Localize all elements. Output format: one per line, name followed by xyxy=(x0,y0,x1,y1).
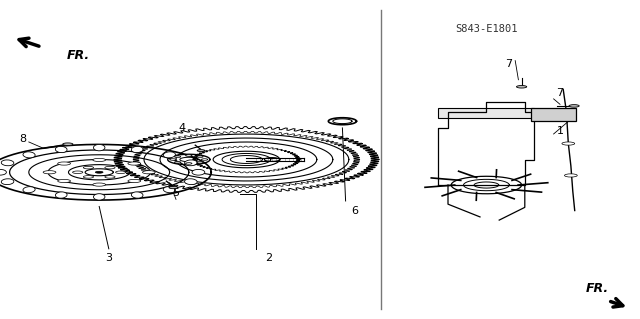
Text: FR.: FR. xyxy=(67,49,90,62)
Ellipse shape xyxy=(0,169,6,175)
Ellipse shape xyxy=(105,176,115,178)
Ellipse shape xyxy=(184,179,197,185)
Ellipse shape xyxy=(105,167,115,169)
Ellipse shape xyxy=(143,171,156,174)
Ellipse shape xyxy=(23,152,35,158)
Text: 8: 8 xyxy=(19,134,26,144)
Ellipse shape xyxy=(192,169,205,175)
Ellipse shape xyxy=(1,160,14,166)
Ellipse shape xyxy=(93,145,105,151)
Text: FR.: FR. xyxy=(586,282,609,295)
Ellipse shape xyxy=(63,143,73,145)
Ellipse shape xyxy=(43,171,56,174)
Ellipse shape xyxy=(560,110,573,113)
Ellipse shape xyxy=(23,187,35,193)
Ellipse shape xyxy=(169,187,178,189)
Ellipse shape xyxy=(186,155,192,156)
Ellipse shape xyxy=(128,179,141,182)
Ellipse shape xyxy=(56,146,67,152)
Ellipse shape xyxy=(131,192,143,198)
Ellipse shape xyxy=(202,159,208,160)
Text: 6: 6 xyxy=(352,205,358,216)
Ellipse shape xyxy=(564,174,577,177)
Ellipse shape xyxy=(174,161,180,163)
Ellipse shape xyxy=(197,150,205,152)
Ellipse shape xyxy=(197,161,204,163)
Ellipse shape xyxy=(569,105,579,107)
Ellipse shape xyxy=(83,167,93,169)
Ellipse shape xyxy=(83,176,93,178)
Ellipse shape xyxy=(93,194,105,200)
Ellipse shape xyxy=(116,171,126,174)
Ellipse shape xyxy=(58,179,70,182)
Ellipse shape xyxy=(163,152,175,158)
Ellipse shape xyxy=(562,142,575,145)
Ellipse shape xyxy=(186,163,192,164)
Ellipse shape xyxy=(170,159,176,160)
Text: 3: 3 xyxy=(106,253,112,263)
Text: 2: 2 xyxy=(265,253,273,263)
Ellipse shape xyxy=(58,162,70,165)
Bar xyxy=(531,108,576,121)
Ellipse shape xyxy=(131,146,143,152)
Text: S843-E1801: S843-E1801 xyxy=(455,24,518,34)
Text: 1: 1 xyxy=(557,126,563,136)
Ellipse shape xyxy=(72,171,83,174)
Ellipse shape xyxy=(93,158,106,161)
Ellipse shape xyxy=(93,183,106,186)
Text: 5: 5 xyxy=(173,188,179,198)
Text: 4: 4 xyxy=(179,122,186,133)
Ellipse shape xyxy=(174,156,180,158)
Ellipse shape xyxy=(163,187,175,193)
Ellipse shape xyxy=(184,160,197,166)
Text: 7: 7 xyxy=(505,59,513,69)
Ellipse shape xyxy=(197,156,204,158)
Ellipse shape xyxy=(516,85,527,88)
Ellipse shape xyxy=(95,171,103,173)
Bar xyxy=(438,108,534,118)
Ellipse shape xyxy=(128,162,141,165)
Text: 7: 7 xyxy=(556,87,564,98)
Ellipse shape xyxy=(56,192,67,198)
Ellipse shape xyxy=(1,179,14,185)
